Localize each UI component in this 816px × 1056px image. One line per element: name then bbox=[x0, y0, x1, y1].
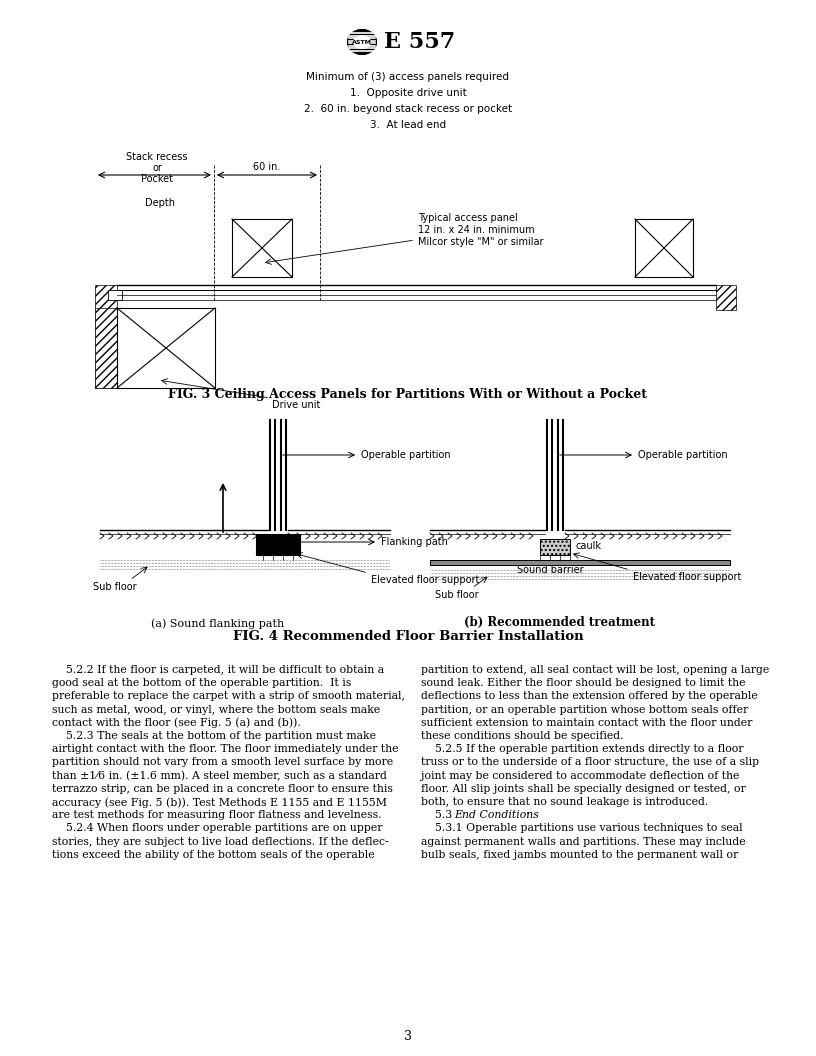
Text: (b) Recommended treatment: (b) Recommended treatment bbox=[464, 616, 655, 629]
Text: FIG. 3 Ceiling Access Panels for Partitions With or Without a Pocket: FIG. 3 Ceiling Access Panels for Partiti… bbox=[168, 388, 648, 401]
Text: terrazzo strip, can be placed in a concrete floor to ensure this: terrazzo strip, can be placed in a concr… bbox=[52, 784, 392, 794]
Text: airtight contact with the floor. The floor immediately under the: airtight contact with the floor. The flo… bbox=[52, 744, 398, 754]
Text: 3.  At lead end: 3. At lead end bbox=[370, 120, 446, 130]
Text: Flanking path: Flanking path bbox=[381, 538, 448, 547]
Text: Sub floor: Sub floor bbox=[93, 582, 137, 592]
Text: partition should not vary from a smooth level surface by more: partition should not vary from a smooth … bbox=[52, 757, 393, 768]
Text: Sub floor: Sub floor bbox=[435, 590, 479, 600]
Text: than ±1⁄6 in. (±1.6 mm). A steel member, such as a standard: than ±1⁄6 in. (±1.6 mm). A steel member,… bbox=[52, 771, 387, 781]
Text: tions exceed the ability of the bottom seals of the operable: tions exceed the ability of the bottom s… bbox=[52, 850, 375, 860]
Text: FIG. 4 Recommended Floor Barrier Installation: FIG. 4 Recommended Floor Barrier Install… bbox=[233, 630, 583, 643]
Text: partition to extend, all seal contact will be lost, opening a large: partition to extend, all seal contact wi… bbox=[421, 665, 769, 675]
Text: Operable partition: Operable partition bbox=[638, 450, 728, 460]
Text: or: or bbox=[152, 163, 162, 173]
Text: Typical access panel: Typical access panel bbox=[418, 213, 517, 223]
Text: bulb seals, fixed jambs mounted to the permanent wall or: bulb seals, fixed jambs mounted to the p… bbox=[421, 850, 738, 860]
Ellipse shape bbox=[348, 30, 376, 54]
Text: (a) Sound flanking path: (a) Sound flanking path bbox=[152, 618, 285, 628]
Text: 1.  Opposite drive unit: 1. Opposite drive unit bbox=[349, 88, 467, 98]
Text: caulk: caulk bbox=[575, 541, 601, 551]
Text: 5.3: 5.3 bbox=[421, 810, 456, 821]
Text: 2.  60 in. beyond stack recess or pocket: 2. 60 in. beyond stack recess or pocket bbox=[304, 103, 512, 114]
Bar bbox=[430, 560, 730, 565]
Text: against permanent walls and partitions. These may include: against permanent walls and partitions. … bbox=[421, 836, 746, 847]
Text: Sound barrier: Sound barrier bbox=[517, 565, 583, 576]
Text: both, to ensure that no sound leakage is introduced.: both, to ensure that no sound leakage is… bbox=[421, 797, 708, 807]
Text: Drive unit: Drive unit bbox=[272, 400, 321, 410]
Text: deflections to less than the extension offered by the operable: deflections to less than the extension o… bbox=[421, 692, 758, 701]
Text: E 557: E 557 bbox=[384, 31, 455, 53]
Text: stories, they are subject to live load deflections. If the deflec-: stories, they are subject to live load d… bbox=[52, 836, 388, 847]
Text: floor. All slip joints shall be specially designed or tested, or: floor. All slip joints shall be speciall… bbox=[421, 784, 746, 794]
Text: preferable to replace the carpet with a strip of smooth material,: preferable to replace the carpet with a … bbox=[52, 692, 405, 701]
Text: 5.2.4 When floors under operable partitions are on upper: 5.2.4 When floors under operable partiti… bbox=[52, 824, 383, 833]
Text: Pocket: Pocket bbox=[141, 174, 173, 184]
Bar bbox=[232, 219, 292, 277]
Text: 5.2.3 The seals at the bottom of the partition must make: 5.2.3 The seals at the bottom of the par… bbox=[52, 731, 376, 741]
Text: Minimum of (3) access panels required: Minimum of (3) access panels required bbox=[307, 72, 509, 82]
Text: these conditions should be specified.: these conditions should be specified. bbox=[421, 731, 623, 741]
Ellipse shape bbox=[353, 35, 371, 49]
Text: :: : bbox=[526, 810, 530, 821]
Bar bbox=[256, 534, 300, 555]
Text: 60 in.: 60 in. bbox=[253, 162, 281, 172]
Text: Depth: Depth bbox=[145, 199, 175, 208]
Text: End Conditions: End Conditions bbox=[454, 810, 539, 821]
Text: accuracy (see Fig. 5 (b)). Test Methods E 1155 and E 1155M: accuracy (see Fig. 5 (b)). Test Methods … bbox=[52, 797, 387, 808]
Text: sufficient extension to maintain contact with the floor under: sufficient extension to maintain contact… bbox=[421, 718, 752, 728]
Bar bbox=[95, 285, 117, 388]
Text: ASTM: ASTM bbox=[352, 39, 372, 44]
Text: 12 in. x 24 in. minimum: 12 in. x 24 in. minimum bbox=[418, 225, 534, 235]
Text: Operable partition: Operable partition bbox=[361, 450, 450, 460]
Text: Elevated floor support: Elevated floor support bbox=[633, 572, 742, 582]
Text: 5.2.2 If the floor is carpeted, it will be difficult to obtain a: 5.2.2 If the floor is carpeted, it will … bbox=[52, 665, 384, 675]
Text: Elevated floor support: Elevated floor support bbox=[371, 576, 479, 585]
Bar bbox=[716, 285, 736, 310]
Bar bbox=[540, 539, 570, 555]
Bar bbox=[108, 290, 122, 300]
Bar bbox=[635, 219, 693, 277]
Text: truss or to the underside of a floor structure, the use of a slip: truss or to the underside of a floor str… bbox=[421, 757, 759, 768]
Text: 5.2.5 If the operable partition extends directly to a floor: 5.2.5 If the operable partition extends … bbox=[421, 744, 743, 754]
Text: 5.3.1 Operable partitions use various techniques to seal: 5.3.1 Operable partitions use various te… bbox=[421, 824, 743, 833]
Text: sound leak. Either the floor should be designed to limit the: sound leak. Either the floor should be d… bbox=[421, 678, 746, 689]
Bar bbox=[117, 308, 215, 388]
Text: Stack recess: Stack recess bbox=[126, 152, 188, 162]
Text: 3: 3 bbox=[404, 1030, 412, 1043]
Text: Milcor style "M" or similar: Milcor style "M" or similar bbox=[418, 237, 543, 247]
Text: are test methods for measuring floor flatness and levelness.: are test methods for measuring floor fla… bbox=[52, 810, 382, 821]
Text: joint may be considered to accommodate deflection of the: joint may be considered to accommodate d… bbox=[421, 771, 739, 780]
Text: contact with the floor (see Fig. 5 (a) and (b)).: contact with the floor (see Fig. 5 (a) a… bbox=[52, 718, 301, 729]
Text: partition, or an operable partition whose bottom seals offer: partition, or an operable partition whos… bbox=[421, 704, 748, 715]
Text: such as metal, wood, or vinyl, where the bottom seals make: such as metal, wood, or vinyl, where the… bbox=[52, 704, 380, 715]
Text: good seal at the bottom of the operable partition.  It is: good seal at the bottom of the operable … bbox=[52, 678, 351, 689]
Bar bbox=[95, 308, 117, 388]
